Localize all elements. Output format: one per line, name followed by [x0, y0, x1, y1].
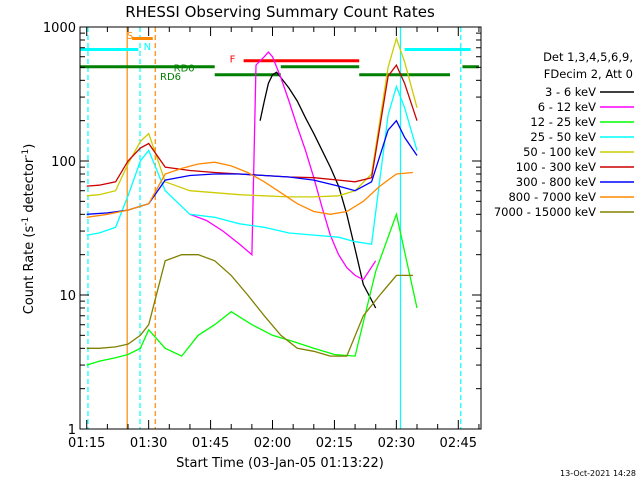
y-tick-label: 1 [68, 423, 76, 438]
x-tick-label: 02:15 [316, 436, 353, 451]
legend-entry-label: 12 - 25 keV [530, 115, 596, 129]
plot-frame [79, 26, 482, 430]
y-axis-label-sup1: -1 [21, 217, 31, 226]
legend-entry-label: 25 - 50 keV [530, 130, 596, 144]
series-line-4 [86, 84, 418, 245]
y-axis-label-end: ) [22, 144, 37, 149]
series-line-1 [259, 71, 377, 309]
x-tick-label: 02:45 [440, 436, 477, 451]
chart-title: RHESSI Observing Summary Count Rates [125, 3, 435, 21]
legend-entry-label: 3 - 6 keV [545, 85, 596, 99]
legend: Det 1,3,4,5,6,9, FDecim 2, Att 0 3 - 6 k… [494, 50, 634, 219]
x-tick-label: 01:15 [68, 436, 105, 451]
y-axis-label-mid: detector [22, 157, 37, 217]
legend-entry-label: 800 - 7000 keV [508, 190, 596, 204]
y-axis-label-sup2: -1 [21, 149, 31, 158]
y-tick-label: 10 [59, 289, 76, 304]
y-axis-label: Count Rate (s-1 detector-1) [21, 144, 37, 315]
series-line-3 [86, 211, 418, 366]
flag-label-f: F [230, 55, 236, 66]
flag-label-rd6: RD6 [160, 72, 181, 83]
x-tick-label: 02:30 [378, 436, 415, 451]
y-tick-label: 1000 [43, 21, 76, 36]
footer-date: 13-Oct-2021 14:28 [560, 469, 636, 478]
legend-entry-label: 6 - 12 keV [538, 100, 596, 114]
x-tick-label: 02:00 [254, 436, 291, 451]
legend-entry-label: 300 - 800 keV [516, 175, 596, 189]
flag-label-n: N [144, 42, 151, 53]
flag-label-s: S [127, 31, 133, 42]
x-tick-label: 01:30 [130, 436, 167, 451]
plot-area [79, 26, 482, 430]
y-tick-label: 100 [51, 155, 76, 170]
legend-header-line-1: Det 1,3,4,5,6,9, [543, 50, 633, 64]
series-line-8 [86, 161, 413, 218]
series-line-9 [86, 254, 413, 357]
legend-entry-label: 50 - 100 keV [523, 145, 596, 159]
x-axis-label: Start Time (03-Jan-05 01:13:22) [176, 456, 384, 471]
y-axis-label-main: Count Rate (s [22, 226, 37, 315]
axis-layer: 1 10 100 1000 01:15 01:30 01:45 02:00 02:15 02:30… [43, 21, 481, 451]
series-line-6 [86, 63, 418, 187]
flag-label-rd0: RD0 [174, 63, 195, 74]
legend-header-line-2: FDecim 2, Att 0 [544, 67, 633, 81]
x-tick-label: 01:45 [192, 436, 229, 451]
legend-entry-label: 100 - 300 keV [516, 160, 596, 174]
series-line-2 [189, 51, 377, 281]
series-layer [80, 27, 479, 429]
legend-entry-label: 7000 - 15000 keV [494, 205, 596, 219]
series-line-5 [86, 36, 418, 198]
series-line-7 [86, 119, 418, 215]
